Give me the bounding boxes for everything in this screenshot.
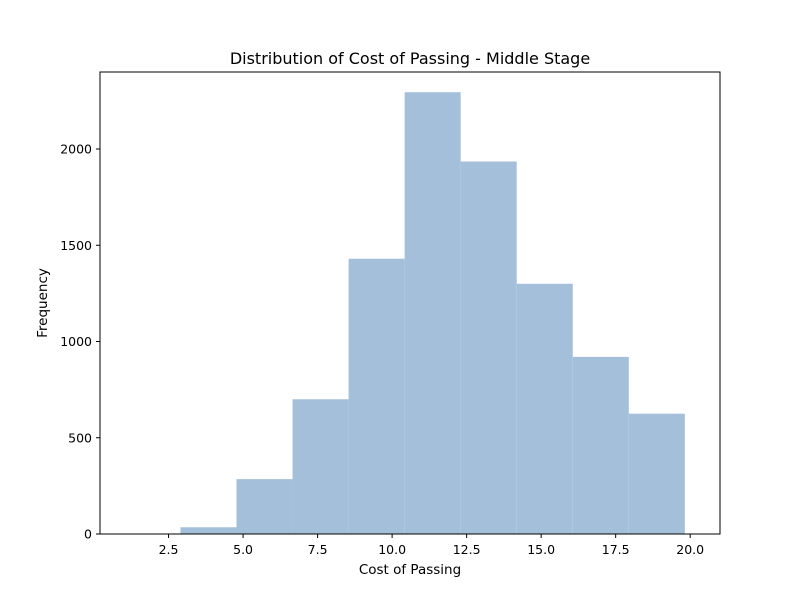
y-tick-label: 500 xyxy=(68,430,92,445)
x-tick-label: 15.0 xyxy=(527,542,555,557)
histogram-bar xyxy=(180,527,237,534)
x-tick-label: 10.0 xyxy=(378,542,406,557)
y-axis-label: Frequency xyxy=(35,268,51,338)
y-tick-label: 1000 xyxy=(60,334,92,349)
x-tick-label: 17.5 xyxy=(602,542,630,557)
histogram-bar xyxy=(460,161,517,534)
x-tick-label: 20.0 xyxy=(676,542,704,557)
histogram-bar xyxy=(628,413,685,534)
x-tick-label: 2.5 xyxy=(159,542,179,557)
bars-group xyxy=(180,92,685,535)
plot-frame xyxy=(99,71,721,535)
x-tick-label: 7.5 xyxy=(308,542,328,557)
x-axis-ticks: 2.5 5.0 7.5 10.0 12.5 15.0 17.5 20.0 xyxy=(159,534,704,557)
y-tick-label: 2000 xyxy=(60,142,92,157)
x-tick-label: 12.5 xyxy=(453,542,481,557)
x-tick-label: 5.0 xyxy=(233,542,253,557)
y-tick-label: 1500 xyxy=(60,238,92,253)
chart-title: Distribution of Cost of Passing - Middle… xyxy=(230,49,590,68)
histogram-bar xyxy=(572,356,629,534)
histogram-bar xyxy=(348,258,405,534)
histogram-bar xyxy=(292,399,349,534)
y-tick-label: 0 xyxy=(84,527,92,542)
x-axis-label: Cost of Passing xyxy=(359,562,461,578)
histogram-bar xyxy=(516,283,573,534)
histogram-bar xyxy=(236,479,293,534)
y-axis-ticks: 0 500 1000 1500 2000 xyxy=(60,142,100,542)
histogram-bar xyxy=(404,92,461,535)
